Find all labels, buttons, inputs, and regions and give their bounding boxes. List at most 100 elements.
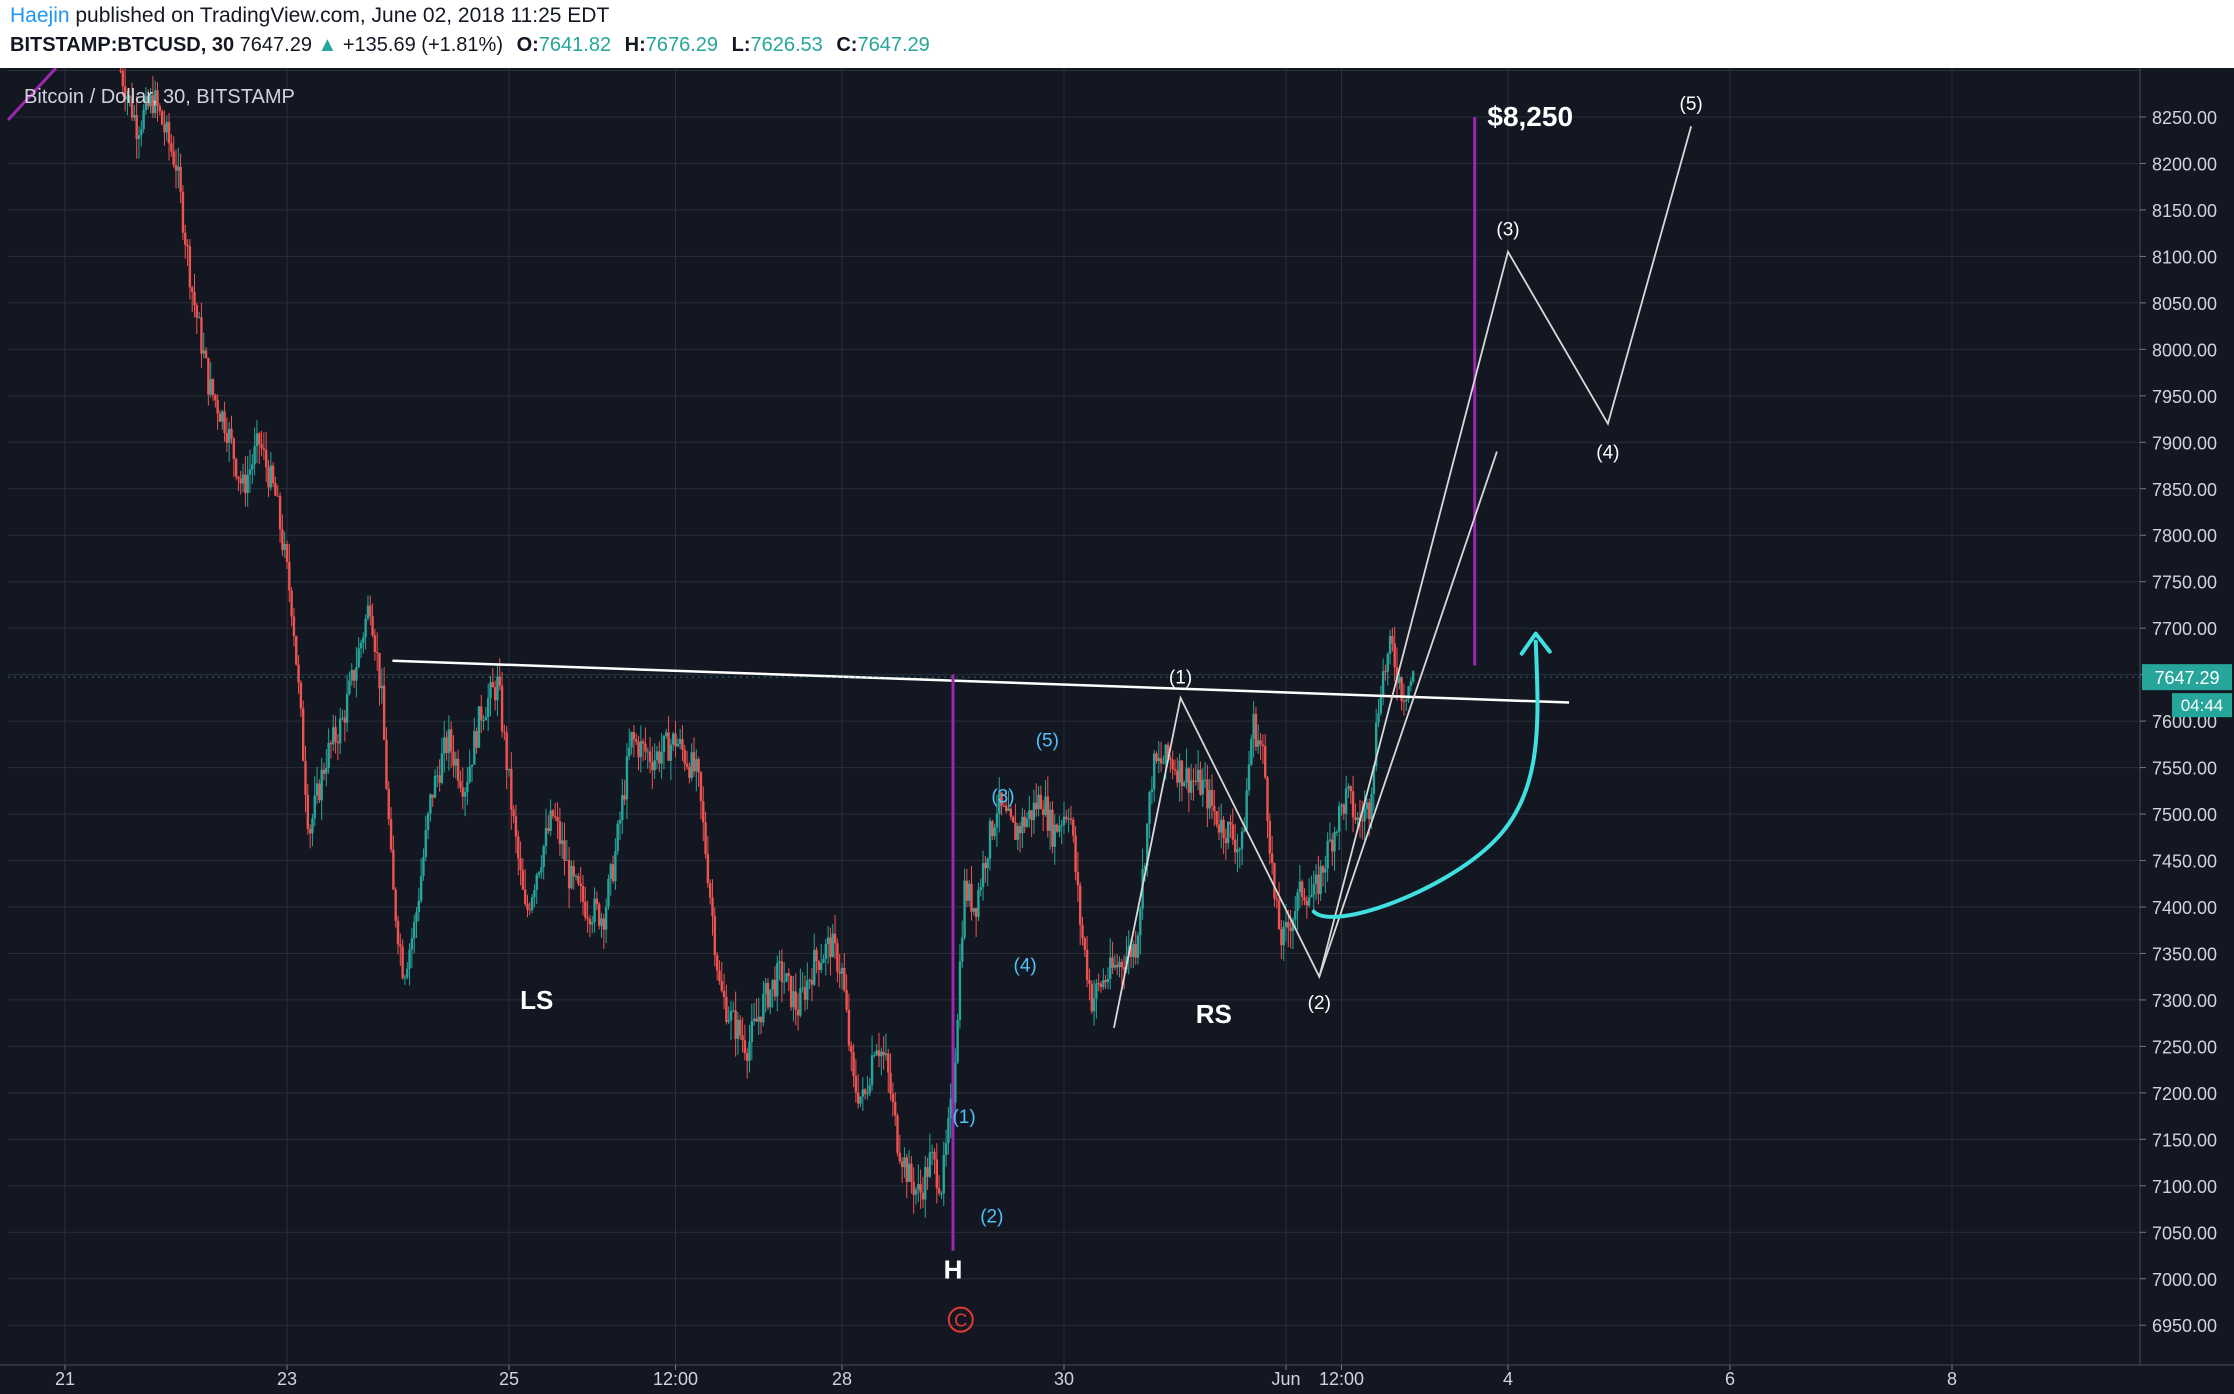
time-tick-label: 23 <box>277 1369 297 1389</box>
candle-body <box>616 823 619 852</box>
candle-body <box>1118 961 1121 968</box>
candle-body <box>1173 768 1177 771</box>
candle-body <box>741 1035 744 1041</box>
candle-body <box>271 465 275 484</box>
candle-body <box>264 449 268 468</box>
candle-body <box>140 129 143 136</box>
candle-body <box>732 1010 735 1012</box>
candle-body <box>986 858 989 869</box>
candle-body <box>1361 820 1364 822</box>
candle-body <box>276 495 279 497</box>
candle-body <box>258 433 261 445</box>
candle-body <box>373 635 377 653</box>
candle-body <box>193 291 196 306</box>
minor-wave-label: (2) <box>980 1207 1003 1228</box>
candle-body <box>639 741 643 758</box>
candle-body <box>1039 794 1043 810</box>
candle-body <box>868 1084 871 1094</box>
candle-body <box>429 794 432 814</box>
candle-body <box>244 474 247 494</box>
candlestick-series <box>119 68 1415 1218</box>
candle-body <box>766 982 770 1008</box>
candle-body <box>218 413 222 422</box>
candle-body <box>1224 837 1228 844</box>
candle-body <box>898 1152 902 1162</box>
price-tick-label: 7700.00 <box>2152 619 2217 639</box>
author-link[interactable]: Haejin <box>10 4 70 27</box>
price-tick-label: 8000.00 <box>2152 340 2217 360</box>
candle-body <box>253 446 256 465</box>
candle-body <box>1247 764 1251 791</box>
candle-body <box>1405 698 1408 702</box>
candle-body <box>320 769 323 801</box>
candle-body <box>1411 671 1415 682</box>
candle-body <box>426 813 430 830</box>
candle-body <box>121 70 125 87</box>
candle-body <box>262 448 266 450</box>
symbol-name[interactable]: BITSTAMP:BTCUSD, 30 <box>10 34 235 56</box>
candle-body <box>1342 804 1346 814</box>
price-tick-label: 7850.00 <box>2152 480 2217 500</box>
candle-body <box>1187 768 1191 793</box>
candle-body <box>512 809 515 817</box>
candle-body <box>177 166 180 171</box>
candle-body <box>1384 671 1387 673</box>
candle-body <box>332 727 335 745</box>
candle-body <box>234 458 238 477</box>
candle-body <box>861 1089 865 1097</box>
candle-body <box>318 783 321 801</box>
candle-body <box>364 618 367 638</box>
price-tick-label: 7150.00 <box>2152 1130 2217 1150</box>
candle-body <box>1097 983 1100 985</box>
candle-body <box>914 1189 918 1195</box>
candle-body <box>1240 831 1244 849</box>
candle-body <box>715 955 719 971</box>
candle-body <box>281 529 284 550</box>
candle-body <box>186 244 189 247</box>
candle-body <box>1238 848 1241 850</box>
candle-body <box>456 758 460 782</box>
candle-body <box>292 616 296 637</box>
candle-body <box>1210 789 1214 806</box>
price-tick-label: 8100.00 <box>2152 247 2217 267</box>
candle-body <box>378 652 381 689</box>
candle-body <box>278 495 282 530</box>
candle-body <box>984 863 987 869</box>
candle-body <box>591 922 594 925</box>
candle-body <box>660 752 663 764</box>
candle-body <box>970 883 973 912</box>
candle-body <box>662 735 666 753</box>
candle-body <box>345 693 349 723</box>
candle-body <box>734 1010 737 1039</box>
candle-body <box>489 682 492 699</box>
candle-body <box>440 753 444 783</box>
candle-body <box>1092 998 1096 1012</box>
candle-body <box>327 742 330 769</box>
candle-body <box>357 648 360 668</box>
candle-body <box>558 821 562 844</box>
price-tick-label: 7800.00 <box>2152 526 2217 546</box>
candle-body <box>785 973 788 982</box>
candle-body <box>1377 713 1380 723</box>
candle-body <box>1166 744 1170 758</box>
candle-body <box>870 1055 874 1085</box>
price-chart[interactable]: 6950.00 7000.00 7050.00 7100.00 7150.00 7200.… <box>0 68 2234 1394</box>
candle-body <box>1067 818 1070 820</box>
candle-body <box>523 889 527 904</box>
candle-body <box>859 1096 862 1104</box>
candle-body <box>473 731 476 765</box>
candle-body <box>1298 881 1302 893</box>
candle-body <box>1134 944 1137 958</box>
minor-wave-label: (4) <box>1014 956 1037 977</box>
candle-body <box>144 96 148 111</box>
candle-body <box>475 731 478 748</box>
candle-body <box>1294 911 1297 920</box>
candle-body <box>1289 927 1292 932</box>
candle-body <box>1007 808 1010 811</box>
price-tick-label: 7500.00 <box>2152 805 2217 825</box>
candle-body <box>415 912 418 923</box>
candle-body <box>336 741 340 744</box>
candle-body <box>424 829 427 858</box>
price-axis[interactable] <box>2140 68 2234 1394</box>
candle-body <box>160 111 164 125</box>
